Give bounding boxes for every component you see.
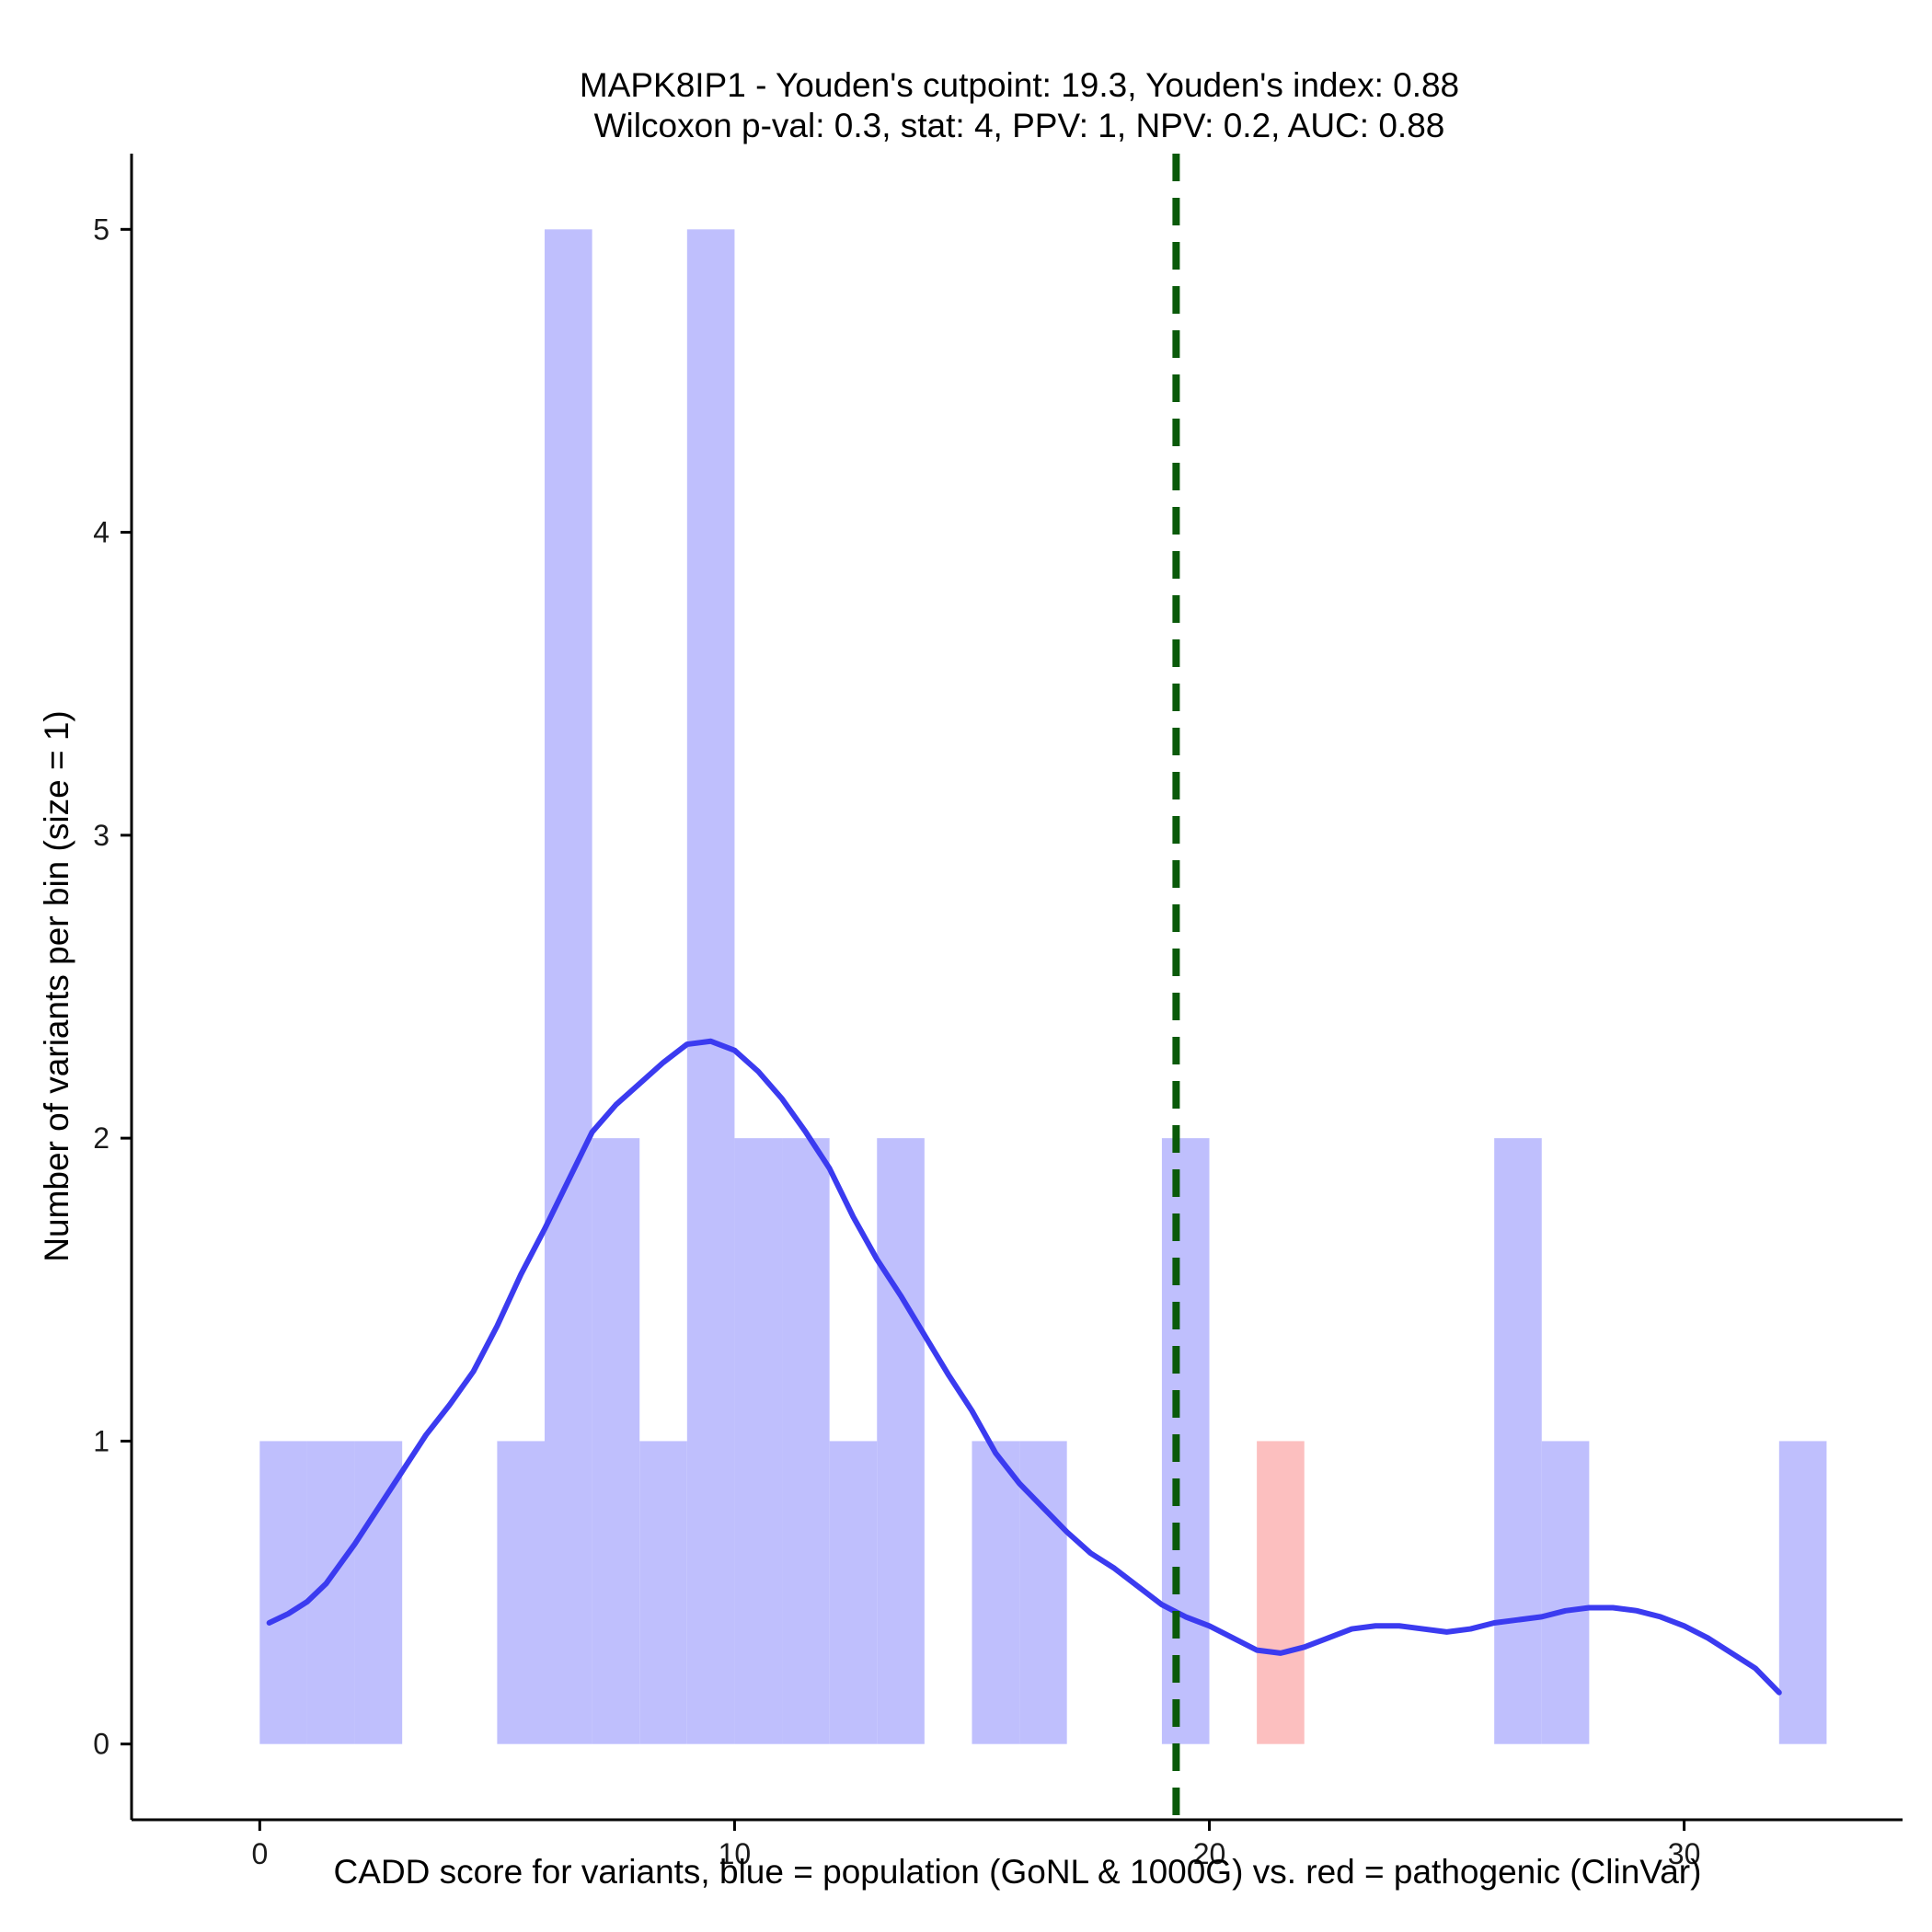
population-bar-5 bbox=[497, 1441, 545, 1744]
density-layer bbox=[266, 1038, 1782, 1696]
chart-title: MAPK8IP1 - Youden's cutpoint: 19.3, Youd… bbox=[580, 66, 1459, 144]
y-tick-label-4: 4 bbox=[93, 516, 109, 549]
chart-title-line1: MAPK8IP1 - Youden's cutpoint: 19.3, Youd… bbox=[580, 66, 1459, 104]
y-tick-label-1: 1 bbox=[93, 1424, 109, 1457]
population-bar-32 bbox=[1778, 1441, 1827, 1744]
population-bar-19 bbox=[1161, 1138, 1210, 1744]
pathogenic-bars bbox=[1257, 1441, 1305, 1744]
axes bbox=[130, 154, 1903, 1822]
population-bar-26 bbox=[1494, 1138, 1542, 1744]
population-bar-13 bbox=[877, 1138, 925, 1744]
y-tick-label-3: 3 bbox=[93, 819, 109, 852]
population-bars bbox=[259, 229, 1827, 1744]
population-bar-12 bbox=[829, 1441, 878, 1744]
y-tick-label-5: 5 bbox=[93, 213, 109, 246]
y-tick-label-0: 0 bbox=[93, 1728, 109, 1761]
population-bar-27 bbox=[1541, 1441, 1590, 1744]
population-bar-15 bbox=[972, 1441, 1020, 1744]
population-bar-8 bbox=[639, 1441, 687, 1744]
population-bar-7 bbox=[592, 1138, 640, 1744]
x-axis-ticks: 0 10 20 30 bbox=[251, 1820, 1700, 1870]
pathogenic-bar-21 bbox=[1257, 1441, 1305, 1744]
population-bar-9 bbox=[686, 229, 735, 1744]
population-bar-16 bbox=[1019, 1441, 1067, 1744]
y-tick-label-2: 2 bbox=[93, 1121, 109, 1155]
chart-title-line2: Wilcoxon p-val: 0.3, stat: 4, PPV: 1, NP… bbox=[594, 107, 1445, 144]
x-tick-label-10: 10 bbox=[719, 1837, 752, 1870]
population-bar-6 bbox=[544, 229, 592, 1744]
population-bar-10 bbox=[734, 1138, 783, 1744]
density-curve bbox=[266, 1038, 1782, 1696]
x-axis-label: CADD score for variants, blue = populati… bbox=[334, 1853, 1702, 1891]
x-tick-label-20: 20 bbox=[1193, 1837, 1226, 1870]
population-bar-0 bbox=[259, 1441, 307, 1744]
population-bar-11 bbox=[782, 1138, 830, 1744]
x-tick-label-0: 0 bbox=[251, 1837, 268, 1870]
y-axis-label: Number of variants per bin (size = 1) bbox=[38, 710, 75, 1261]
population-bar-2 bbox=[354, 1441, 403, 1744]
y-axis-ticks: 0 1 2 3 4 5 bbox=[93, 213, 132, 1761]
x-tick-label-30: 30 bbox=[1668, 1837, 1701, 1870]
